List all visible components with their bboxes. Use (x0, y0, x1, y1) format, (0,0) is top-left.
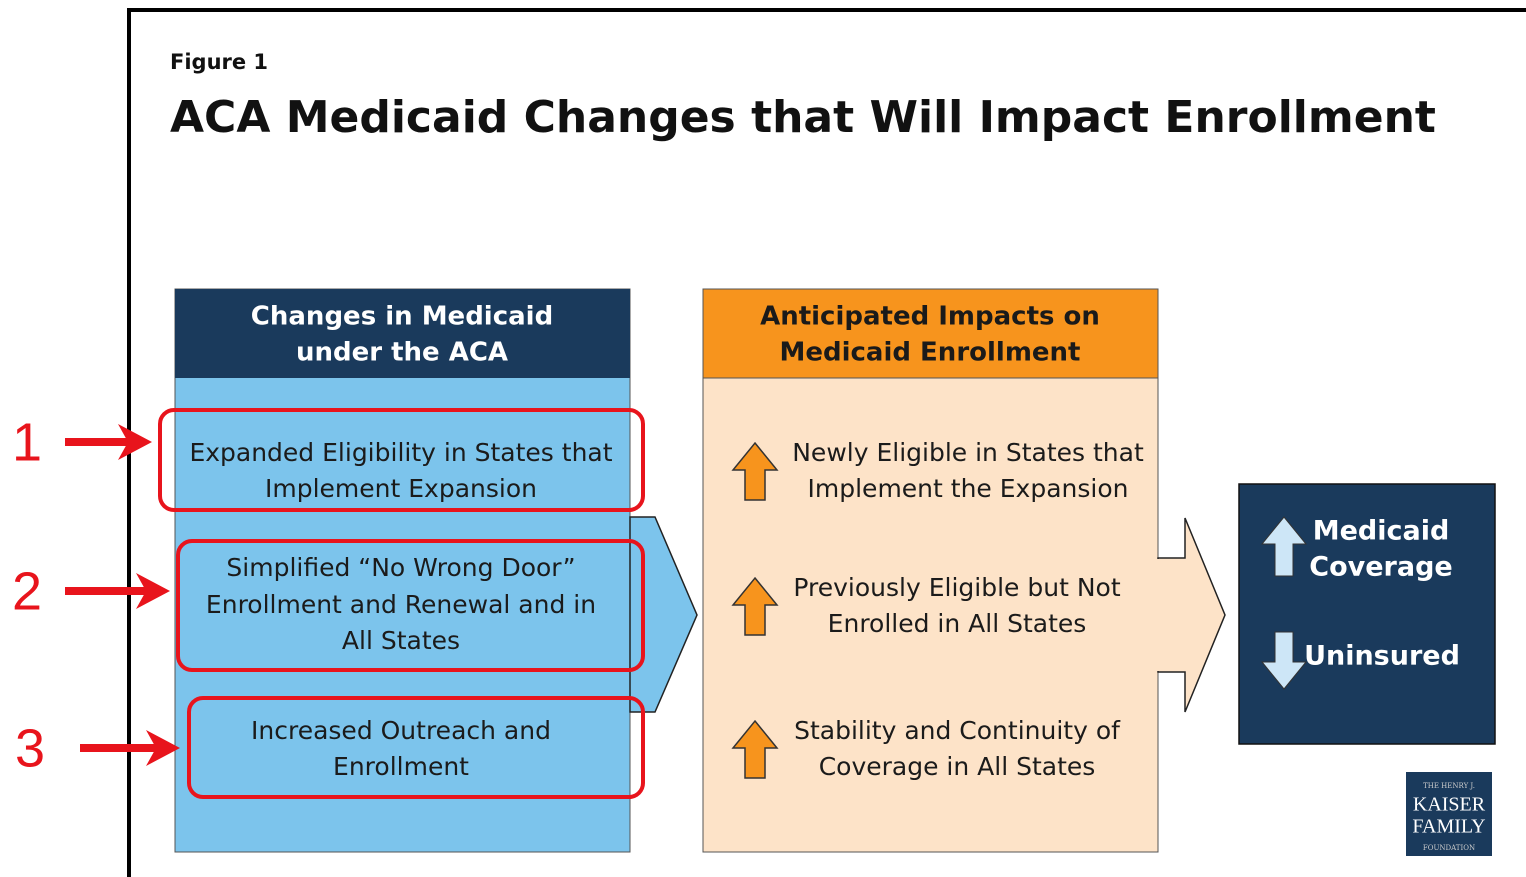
arrow-shaft (65, 438, 130, 446)
middle-item: Stability and Continuity of (794, 716, 1121, 745)
left-header-text: Changes in Medicaid (251, 302, 553, 332)
left-arrow (629, 516, 698, 713)
logo-text: FOUNDATION (1423, 844, 1475, 852)
left-item: All States (342, 626, 460, 655)
logo-text: THE HENRY J. (1423, 782, 1475, 790)
arrow-shaft (80, 744, 158, 752)
up-arrow (731, 576, 779, 636)
left-header (175, 289, 630, 378)
middle-column (702, 288, 1159, 853)
logo-text: FAMILY (1412, 816, 1485, 838)
middle-header (702, 288, 1159, 379)
left-item: Enrollment and Renewal and in (206, 590, 596, 619)
left-item: Implement Expansion (265, 474, 537, 503)
middle-header-text: Medicaid Enrollment (779, 338, 1080, 368)
middle-arrow (1157, 517, 1226, 713)
middle-header-text: Anticipated Impacts on (760, 302, 1100, 332)
highlight-box (158, 408, 645, 512)
up-arrow (731, 719, 779, 779)
arrow-head (118, 424, 152, 460)
middle-item: Implement the Expansion (808, 474, 1129, 503)
logo (1406, 772, 1492, 856)
middle-item: Enrolled in All States (828, 609, 1087, 638)
left-item: Increased Outreach and (251, 716, 551, 745)
arrow-shaft (65, 587, 148, 595)
result-down: Uninsured (1304, 641, 1460, 672)
result-up: Medicaid (1313, 516, 1450, 547)
highlight-box (176, 539, 645, 672)
highlight-box (187, 696, 645, 799)
down-arrow (1260, 631, 1308, 690)
left-item: Expanded Eligibility in States that (189, 438, 612, 467)
left-column (174, 288, 631, 853)
middle-item: Previously Eligible but Not (793, 573, 1120, 602)
middle-item: Coverage in All States (819, 752, 1096, 781)
left-header-text: under the ACA (296, 338, 508, 368)
title: ACA Medicaid Changes that Will Impact En… (170, 92, 1436, 143)
annotation-number: 1 (12, 412, 42, 472)
middle-item: Newly Eligible in States that (792, 438, 1144, 467)
arrow-head (146, 730, 180, 766)
left-item: Enrollment (333, 752, 469, 781)
annotation-number: 2 (12, 561, 42, 621)
figure-label: Figure 1 (170, 50, 268, 74)
up-arrows (731, 441, 779, 779)
result-up: Coverage (1309, 552, 1452, 583)
up-arrow (731, 441, 779, 501)
annotation-arrows (65, 424, 180, 766)
arrow-head (136, 573, 170, 609)
annotation-number: 3 (15, 718, 45, 778)
arrow-join (1150, 559, 1160, 671)
left-item: Simplified “No Wrong Door” (226, 553, 575, 582)
logo-text: KAISER (1413, 794, 1486, 816)
highlights (158, 408, 645, 799)
up-arrow (1260, 516, 1308, 577)
